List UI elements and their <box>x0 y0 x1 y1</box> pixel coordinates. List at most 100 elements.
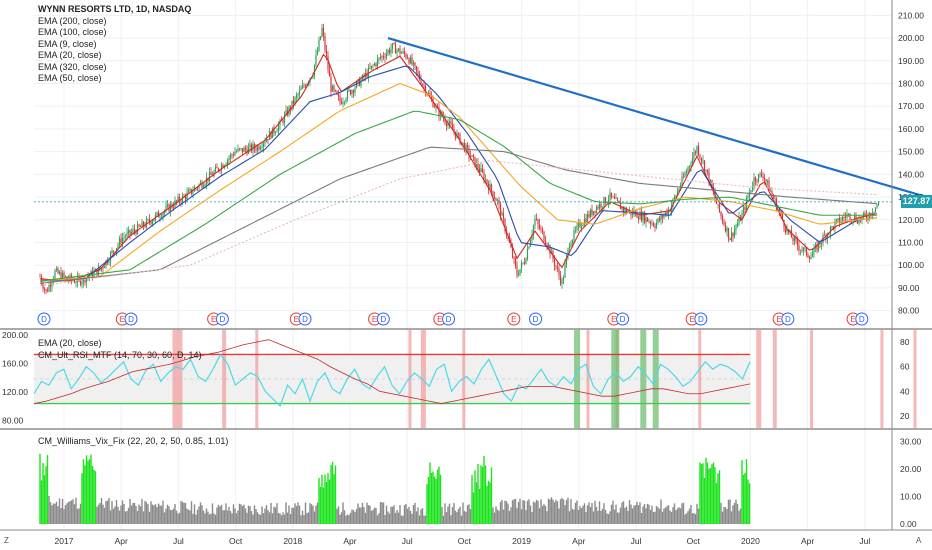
candle-body <box>123 237 125 239</box>
candle-body <box>126 232 128 237</box>
vix-bar <box>96 506 98 524</box>
candle-body <box>832 226 835 229</box>
candle-body <box>510 242 512 248</box>
vix-bar <box>121 500 124 524</box>
marker-label: E <box>437 315 442 324</box>
vix-bar <box>703 477 706 524</box>
vix-bar <box>463 511 466 524</box>
candle-body <box>382 56 385 58</box>
candle-body <box>219 170 221 172</box>
candle-body <box>772 194 775 199</box>
candle-body <box>180 201 182 203</box>
candle-body <box>741 213 743 221</box>
last-price-tag: 127.87 <box>901 194 932 208</box>
candle-body <box>258 146 260 150</box>
candle-body <box>757 174 760 182</box>
auto-scale-button[interactable]: A <box>916 536 922 545</box>
candle-body <box>234 152 236 156</box>
legend-ema-100[interactable]: EMA (100, close) <box>38 27 107 37</box>
vix-bar <box>490 467 493 524</box>
candle-body <box>870 212 872 216</box>
legend-rsi-indicator[interactable]: CM_Ult_RSI_MTF (14, 70, 30, 60, D, 14) <box>38 349 202 360</box>
vix-bar <box>540 499 542 524</box>
candle-body <box>259 147 262 150</box>
vix-bar <box>307 512 310 524</box>
vix-bar <box>45 466 47 524</box>
candle-body <box>432 98 434 107</box>
vix-bar <box>510 507 512 524</box>
candle-body <box>120 238 122 244</box>
vix-bar <box>489 482 491 524</box>
legend-ema-9[interactable]: EMA (9, close) <box>38 38 97 49</box>
vix-bar <box>235 513 238 524</box>
candle-body <box>678 189 680 192</box>
vix-bar <box>414 502 416 524</box>
candle-body <box>64 276 67 277</box>
candle-body <box>316 50 319 55</box>
legend-ema-50[interactable]: EMA (50, close) <box>38 73 102 83</box>
candle-body <box>699 154 701 158</box>
candle-body <box>178 196 181 202</box>
vix-bar <box>471 474 473 524</box>
vix-bar <box>288 505 290 524</box>
candle-body <box>598 203 601 209</box>
candle-body <box>427 92 430 94</box>
vix-bar <box>601 508 604 524</box>
legend-ema-320[interactable]: EMA (320, close) <box>38 61 107 72</box>
vix-bar <box>735 499 737 524</box>
vix-bar <box>300 515 302 524</box>
symbol-title[interactable]: WYNN RESORTS LTD, 1D, NASDAQ <box>38 4 192 14</box>
vix-tick-label: 10.00 <box>900 492 922 502</box>
candle-body <box>531 234 533 241</box>
timezone-button[interactable]: Z <box>4 536 9 545</box>
candle-body <box>573 230 575 240</box>
vix-bar <box>85 455 88 524</box>
vix-bar <box>348 515 350 524</box>
candle-body <box>642 213 644 221</box>
vix-bar <box>511 500 514 524</box>
vix-bar <box>652 512 655 524</box>
vix-bar <box>478 488 481 524</box>
vix-bar <box>450 515 452 524</box>
candle-body <box>468 147 470 157</box>
candle-body <box>424 86 427 94</box>
vix-bar <box>144 500 146 524</box>
vix-tick-label: 0.00 <box>900 519 917 529</box>
candle-body <box>160 216 163 218</box>
vix-bar <box>261 506 263 524</box>
vix-bar <box>193 504 196 524</box>
vix-bar <box>588 502 590 524</box>
candle-body <box>685 171 688 174</box>
candle-body <box>376 58 379 66</box>
vix-bar <box>525 510 527 524</box>
vix-bar <box>357 503 359 524</box>
rsi-left-tick: 80.00 <box>2 416 24 426</box>
candle-body <box>379 57 382 59</box>
candle-body <box>276 131 278 133</box>
overbought-highlight <box>408 330 412 428</box>
vix-bar <box>171 509 173 524</box>
vix-bar <box>741 460 743 524</box>
legend-rsi-ema[interactable]: EMA (20, close) <box>38 338 102 348</box>
vix-bar <box>552 499 554 524</box>
vix-bar <box>684 514 686 524</box>
vix-bar <box>301 510 304 524</box>
candle-body <box>445 123 448 127</box>
price-tick-label: 90.00 <box>898 283 920 293</box>
candle-body <box>727 227 730 239</box>
candle-body <box>616 198 619 201</box>
vix-bar <box>589 506 592 524</box>
legend-vix-indicator[interactable]: CM_Williams_Vix_Fix (22, 20, 2, 50, 0.85… <box>38 436 229 446</box>
candle-body <box>414 62 416 67</box>
vix-bar <box>330 465 332 524</box>
vix-bar <box>213 513 215 524</box>
vix-bar <box>331 461 334 524</box>
vix-bar <box>598 501 601 524</box>
vix-bar <box>607 514 610 524</box>
legend-ema-200[interactable]: EMA (200, close) <box>38 15 107 26</box>
candle-body <box>421 84 424 85</box>
vix-bar <box>79 503 82 524</box>
vix-bar <box>379 502 382 524</box>
legend-ema-20[interactable]: EMA (20, close) <box>38 50 102 60</box>
